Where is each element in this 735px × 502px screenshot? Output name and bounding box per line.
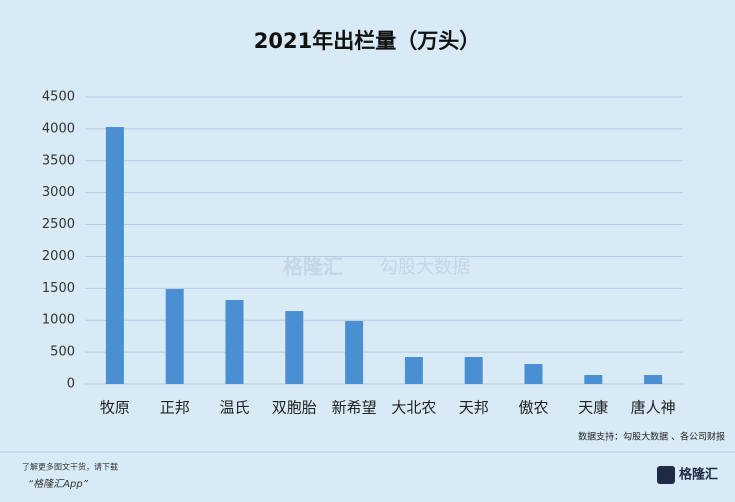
watermark: 格隆汇 xyxy=(283,255,343,279)
y-tick-label: 2000 xyxy=(42,249,75,264)
y-tick-label: 4000 xyxy=(42,121,75,136)
bar xyxy=(345,320,364,384)
y-tick-label: 500 xyxy=(50,345,75,360)
x-tick-label: 新希望 xyxy=(332,399,377,417)
x-tick-label: 双胞胎 xyxy=(272,399,317,417)
y-tick-label: 4500 xyxy=(42,90,75,105)
x-tick-label: 大北农 xyxy=(391,399,436,417)
source-note: 数据支持：勾股大数据 、各公司财报 xyxy=(578,431,725,443)
bar xyxy=(464,357,483,384)
y-tick-label: 0 xyxy=(67,377,75,392)
bar xyxy=(225,300,244,384)
x-tick-label: 牧原 xyxy=(100,399,130,417)
bar xyxy=(644,375,663,384)
x-tick-label: 正邦 xyxy=(160,399,190,417)
bar xyxy=(285,311,304,384)
x-tick-label: 天康 xyxy=(578,399,608,417)
bar xyxy=(165,289,184,384)
bar xyxy=(404,357,423,384)
y-tick-label: 3000 xyxy=(42,185,75,200)
x-tick-label: 温氏 xyxy=(219,399,249,417)
bar xyxy=(524,364,543,384)
x-tick-label: 傲农 xyxy=(518,399,548,417)
logo-icon xyxy=(657,466,675,484)
bar xyxy=(105,127,124,384)
watermark: 勾股大数据 xyxy=(380,257,470,278)
y-tick-label: 2500 xyxy=(42,217,75,232)
footer-text: 了解更多图文干货，请下载 xyxy=(22,462,118,472)
y-tick-label: 1000 xyxy=(42,313,75,328)
chart-title: 2021年出栏量（万头） xyxy=(254,29,480,53)
y-tick-label: 1500 xyxy=(42,281,75,296)
bar xyxy=(584,375,603,384)
footer-text: “格隆汇App” xyxy=(28,478,89,490)
logo-text: 格隆汇 xyxy=(679,467,718,483)
x-tick-label: 天邦 xyxy=(459,399,489,417)
x-tick-label: 唐人神 xyxy=(631,399,676,417)
y-tick-label: 3500 xyxy=(42,153,75,168)
